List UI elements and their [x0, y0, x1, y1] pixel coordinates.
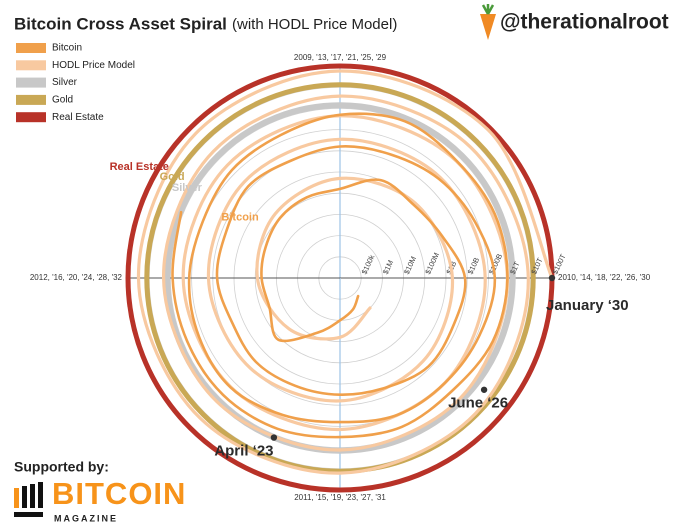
logo-bar	[22, 486, 27, 508]
sponsor-name: BITCOIN	[52, 476, 186, 511]
sponsor-sub: MAGAZINE	[54, 513, 118, 523]
legend-swatch	[16, 43, 46, 53]
series-label: Bitcoin	[221, 212, 259, 224]
bitcoin-line	[171, 112, 509, 439]
y-tick-label: $100k	[360, 253, 377, 276]
annotation-marker	[548, 274, 556, 282]
x-tick-label: 2009, '13, '17, '21, '25, '29	[294, 53, 387, 62]
asset-level	[144, 82, 536, 474]
legend-label: Silver	[52, 77, 78, 88]
x-tick-label: 2012, '16, '20, '24, '28, '32	[30, 273, 123, 282]
legend-label: HODL Price Model	[52, 60, 135, 71]
logo-bar	[38, 482, 43, 508]
x-tick-label: 2011, '15, '19, '23, '27, '31	[294, 493, 386, 502]
y-tick-label: $100M	[423, 251, 441, 276]
chart-title: Bitcoin Cross Asset Spiral	[14, 14, 227, 33]
series-label: Silver	[172, 182, 203, 194]
y-tick-label: $10B	[466, 256, 482, 276]
credit-handle: @therationalroot	[500, 11, 669, 34]
annotation-label: June ‘26	[448, 395, 508, 412]
legend-swatch	[16, 60, 46, 71]
logo-bar	[30, 484, 35, 508]
legend-swatch	[16, 77, 46, 88]
legend-swatch	[16, 112, 46, 123]
x-tick-label: 2010, '14, '18, '22, '26, '30	[558, 273, 651, 282]
annotation-marker	[480, 386, 488, 393]
legend-label: Gold	[52, 95, 73, 106]
logo-base	[14, 512, 43, 517]
annotation-label: January ‘30	[546, 297, 629, 314]
carrot-body	[480, 14, 496, 40]
series-label: Real Estate	[110, 161, 169, 173]
carrot-icon	[480, 4, 496, 40]
chart-subtitle: (with HODL Price Model)	[232, 16, 397, 33]
legend-label: Bitcoin	[52, 43, 82, 54]
carrot-leaves	[481, 4, 495, 15]
legend-label: Real Estate	[52, 112, 104, 123]
series-label: Gold	[160, 171, 185, 183]
sponsor-label: Supported by:	[14, 459, 109, 475]
y-tick-label: $1M	[381, 259, 395, 276]
annotation-label: April ‘23	[214, 443, 273, 460]
y-tick-label: $10M	[402, 255, 418, 276]
hodl-model-line	[136, 69, 554, 475]
logo-bar	[14, 488, 19, 508]
sponsor-logo	[14, 482, 43, 517]
legend-swatch	[16, 94, 46, 105]
annotation-marker	[270, 434, 278, 441]
